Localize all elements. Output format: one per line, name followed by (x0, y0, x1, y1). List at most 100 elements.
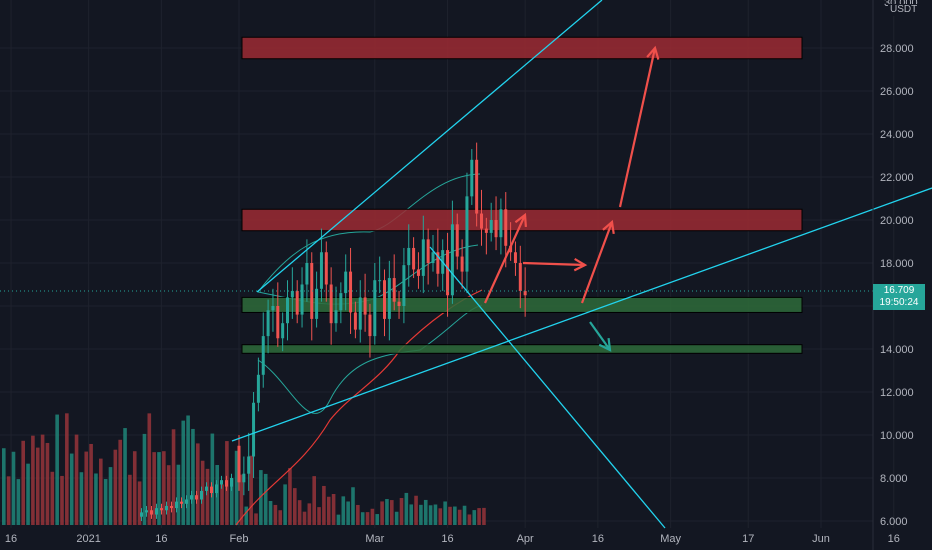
candle (407, 247, 411, 266)
volume-bar (26, 463, 30, 525)
x-tick-label: Feb (230, 533, 249, 545)
candle (295, 290, 299, 315)
candle (426, 239, 430, 263)
candle (431, 252, 435, 263)
volume-bar (365, 512, 370, 525)
x-tick-label: 16 (888, 533, 900, 545)
candle (195, 495, 198, 500)
volume-bar (467, 514, 472, 525)
trendlines-layer[interactable] (231, 0, 932, 529)
candle (315, 288, 319, 319)
candle (145, 510, 148, 513)
volume-bar (457, 509, 462, 525)
volume-bar (268, 501, 273, 525)
candle (494, 220, 498, 238)
candle (175, 501, 178, 509)
candle (475, 159, 479, 214)
x-tick-label: Jun (812, 533, 830, 545)
volume-bar (404, 492, 409, 525)
arrow-consolidation (522, 261, 586, 267)
candle (286, 297, 289, 324)
candle (513, 252, 517, 263)
volume-bar (302, 511, 307, 525)
candle (200, 490, 203, 500)
candle (185, 499, 188, 504)
volume-bar (113, 449, 118, 525)
volume-bar (423, 499, 428, 525)
candle (334, 310, 338, 324)
volume-bar (244, 506, 249, 525)
volume-bar (477, 508, 481, 525)
arrow-downside (589, 321, 611, 351)
candle (499, 209, 503, 238)
volume-bar (142, 433, 147, 525)
x-tick-label: 16 (5, 533, 17, 545)
volume-bar (409, 504, 413, 525)
candle (210, 486, 213, 494)
candle (261, 336, 265, 375)
y-tick-label: 24.000 (880, 129, 914, 141)
y-tick-label: 6.000 (880, 516, 908, 528)
candle (329, 284, 333, 324)
candle (170, 505, 173, 509)
falling-trendline (429, 246, 666, 529)
lower-band (257, 304, 483, 414)
volume-bar (297, 500, 302, 525)
volume-bar (331, 493, 336, 525)
candle (256, 374, 260, 403)
quote-currency-label: USDT (888, 4, 920, 16)
volume-bar (443, 501, 447, 525)
volume-bar (293, 488, 297, 525)
volume-bar (448, 506, 452, 525)
arrow-target-head (646, 45, 660, 60)
volume-bar (380, 501, 384, 525)
volume-bar (162, 451, 166, 525)
candle (392, 278, 396, 302)
x-tick-label: 2021 (76, 533, 100, 545)
candle (373, 280, 377, 337)
y-axis[interactable]: 30.0006.0008.00010.00012.00014.00016.000… (880, 0, 918, 528)
volume-bar (132, 451, 137, 525)
volume-bar (152, 452, 156, 525)
volume-bar (157, 452, 161, 525)
y-tick-label: 20.000 (880, 215, 914, 227)
candle (276, 306, 280, 339)
candle (310, 263, 314, 319)
volume-bar (16, 479, 21, 525)
volume-bar (317, 507, 321, 525)
candle (480, 213, 483, 229)
arrow-breakout-head (514, 212, 527, 228)
candle (230, 478, 233, 487)
volume-bar (181, 420, 186, 525)
arrow-retest-head (602, 219, 615, 235)
candle (319, 252, 323, 289)
volume-bar (21, 440, 25, 525)
candle (397, 301, 401, 306)
volume-bar (60, 475, 64, 525)
candle (523, 290, 527, 296)
volume-bar (288, 468, 292, 525)
volume-bar (215, 464, 219, 525)
volume-bar (229, 478, 234, 525)
x-axis[interactable]: 16 2021 16 Feb Mar 16 Apr 16 May 17 Jun 16 (5, 533, 900, 545)
candles-layer (140, 142, 527, 521)
candle (383, 280, 386, 319)
projection-arrows[interactable] (483, 45, 660, 352)
candle (247, 456, 251, 474)
volume-bar (118, 439, 122, 525)
x-tick-label: Mar (365, 533, 384, 545)
candle (378, 280, 382, 282)
volume-bar (249, 455, 253, 525)
support-zone (241, 344, 803, 354)
volume-bar (370, 508, 375, 525)
candle (252, 402, 256, 457)
volume-bar (414, 495, 418, 525)
volume-bar (147, 413, 152, 525)
volume-bar (11, 451, 16, 525)
y-tick-label: 18.000 (880, 258, 914, 270)
volume-bar (433, 504, 438, 525)
candle (402, 265, 406, 306)
candle (368, 314, 372, 337)
volume-bar (176, 464, 181, 525)
